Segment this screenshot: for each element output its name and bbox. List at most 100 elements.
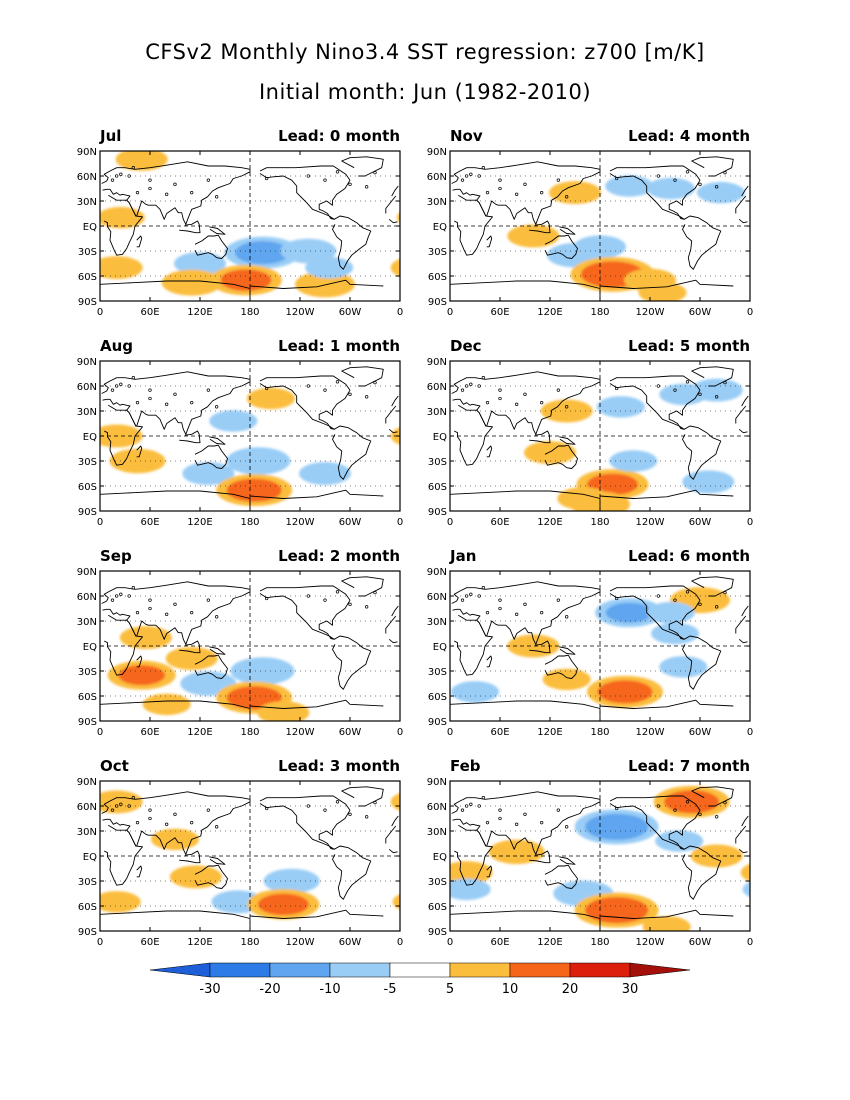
coastline-islet [485, 401, 490, 405]
coastline-islet [165, 822, 169, 826]
coastline [103, 404, 398, 466]
y-tick-label: 30S [78, 667, 97, 678]
axis-ticks: 0 60E 120E 180 120W 60W 0 90N 60N 30N EQ 30S 60S 90S [427, 357, 753, 528]
anomaly-contour-level [651, 622, 699, 645]
anomaly-feature-negative [574, 809, 659, 845]
coastline-islet [498, 396, 502, 401]
coastline-islet [673, 598, 677, 602]
coastline-islet [698, 602, 702, 606]
y-tick-label: 30S [428, 877, 447, 888]
anomaly-feature-positive [100, 790, 400, 814]
coastline-islet [685, 380, 690, 384]
coastline-islet [348, 602, 352, 606]
coastline [486, 865, 493, 878]
anomaly-feature-negative [659, 656, 708, 678]
x-tick-label: 60W [689, 937, 712, 948]
coastline-islet [460, 178, 465, 182]
colorbar-label: -20 [259, 982, 280, 997]
map-panel-aug: Aug Lead: 1 month 0 60E 120E 180 120W 60W 0 90N… [77, 337, 403, 528]
anomaly-feature-negative [596, 396, 645, 418]
coastline [450, 909, 734, 931]
panel-month-label: Sep [100, 547, 132, 565]
colorbar-label: 20 [562, 982, 579, 997]
y-tick-label: EQ [433, 852, 447, 863]
x-tick-label: 120E [187, 517, 212, 528]
anomaly-contour-level [605, 602, 653, 623]
anomaly-contour-level [142, 693, 191, 716]
coastline-islet [365, 815, 369, 819]
coastline [450, 489, 734, 511]
y-tick-label: 60S [428, 692, 447, 703]
coastline-islet [523, 392, 527, 396]
coastline [682, 635, 722, 690]
x-tick-label: 0 [447, 307, 453, 318]
coastline [609, 585, 701, 640]
coastline [691, 786, 734, 807]
coastline-islet [515, 822, 519, 826]
anomaly-feature-negative [646, 177, 695, 200]
anomaly-contour-level [209, 410, 258, 432]
coastline-islet [373, 591, 377, 595]
y-tick-label: 90S [78, 927, 97, 938]
coastline [209, 436, 226, 445]
anomaly-feature-positive [115, 151, 168, 171]
anomaly-feature-positive [142, 693, 191, 716]
coastline-islet [565, 825, 569, 829]
coastline-islet [715, 605, 719, 609]
anomaly-contour-level [507, 224, 560, 248]
panel-lead-label: Lead: 6 month [628, 547, 750, 565]
x-tick-label: 60E [490, 937, 509, 948]
coastline-islet [498, 606, 502, 611]
coastline-islet [148, 178, 152, 182]
coastline [544, 864, 578, 889]
map-panel-feb: Feb Lead: 7 month 0 60E 120E 180 120W 60W 0 90N… [427, 757, 753, 948]
anomaly-contour-level [165, 647, 218, 670]
anomaly-contour-level [263, 868, 320, 894]
anomaly-shading [100, 151, 400, 298]
coastline-islet [206, 388, 210, 392]
y-tick-label: 90S [78, 297, 97, 308]
anomaly-feature-negative [450, 878, 750, 901]
anomaly-contour-level [174, 252, 226, 275]
map-panel-jan: Jan Lead: 6 month 0 60E 120E 180 120W 60W 0 90N… [427, 547, 753, 738]
x-tick-label: 180 [590, 517, 609, 528]
coastline-islet [556, 808, 560, 812]
coastline-islet [723, 801, 727, 805]
y-tick-label: 60N [427, 172, 447, 183]
coastline-islet [335, 800, 340, 804]
coastline-islet [485, 191, 490, 195]
anomaly-feature-positive [507, 634, 560, 658]
coastlines [450, 576, 749, 721]
colorbar-segment [209, 962, 271, 978]
coastline [453, 824, 748, 886]
coastline [136, 235, 143, 248]
y-tick-label: 30N [427, 407, 447, 418]
y-tick-label: EQ [83, 222, 97, 233]
y-tick-label: 30N [77, 197, 97, 208]
coastline-islet [206, 598, 210, 602]
coastline-islet [685, 170, 690, 174]
map-canvas: 0 60E 120E 180 120W 60W 0 90N 60N 30N EQ 30S 60S 90S [427, 567, 753, 738]
y-tick-label: EQ [433, 642, 447, 653]
y-tick-label: EQ [433, 432, 447, 443]
coastline-islet [131, 166, 135, 170]
axis-ticks: 0 60E 120E 180 120W 60W 0 90N 60N 30N EQ 30S 60S 90S [77, 777, 403, 948]
axis-ticks: 0 60E 120E 180 120W 60W 0 90N 60N 30N EQ 30S 60S 90S [427, 777, 753, 948]
coastline-islet [323, 388, 327, 392]
x-tick-label: 180 [240, 307, 259, 318]
coastline-islet [190, 611, 194, 615]
coastline-islet [723, 381, 727, 385]
x-tick-label: 120W [636, 307, 665, 318]
x-tick-label: 180 [240, 937, 259, 948]
coastline [103, 194, 398, 256]
anomaly-contour-level [638, 281, 687, 301]
anomaly-feature-negative [226, 447, 291, 475]
coastline-islet [335, 170, 340, 174]
coastline-islet [498, 816, 502, 821]
anomaly-contour-level [182, 462, 235, 485]
figure-title: CFSv2 Monthly Nino3.4 SST regression: z7… [145, 40, 705, 64]
coastline [544, 654, 578, 679]
y-tick-label: 30S [78, 247, 97, 258]
anomaly-feature-positive [165, 647, 218, 670]
y-tick-label: 60N [427, 592, 447, 603]
